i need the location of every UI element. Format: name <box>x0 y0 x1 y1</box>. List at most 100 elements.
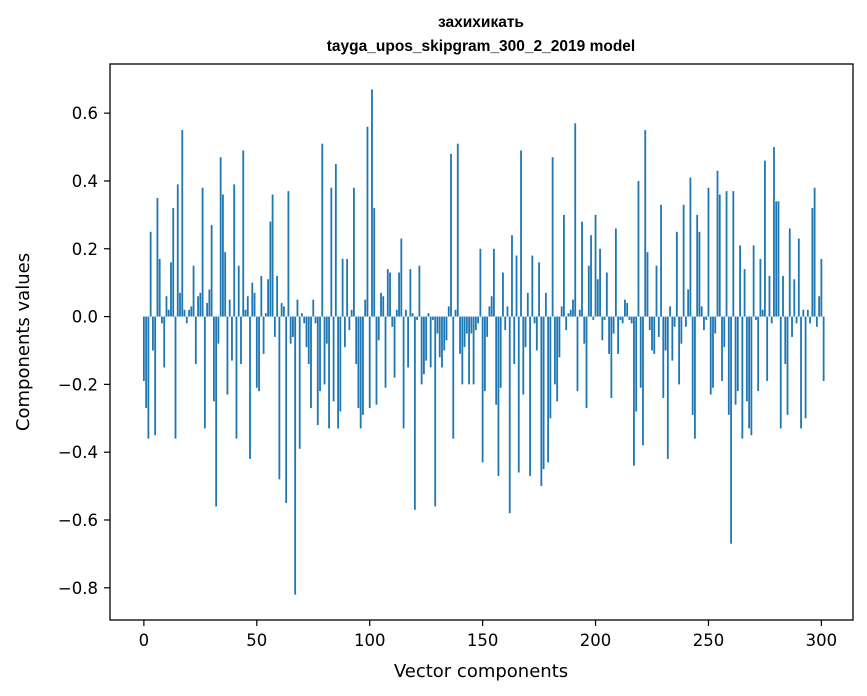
bar <box>802 309 805 317</box>
bar <box>486 316 489 337</box>
bar <box>251 282 254 317</box>
bar <box>734 316 737 405</box>
bar <box>644 130 647 317</box>
bar <box>599 248 601 317</box>
bar <box>587 265 590 317</box>
bar <box>402 316 405 429</box>
bar <box>741 316 744 439</box>
bar <box>517 316 520 473</box>
bar <box>777 201 780 317</box>
bar <box>669 306 671 317</box>
bar <box>718 194 721 317</box>
bar <box>590 235 592 317</box>
bar <box>343 316 346 348</box>
bar <box>642 316 644 446</box>
bar <box>775 201 778 317</box>
bar <box>298 316 301 449</box>
bar <box>242 150 245 317</box>
bar <box>353 187 355 317</box>
x-tick-label: 0 <box>139 631 150 650</box>
bar <box>425 316 428 361</box>
bar <box>569 309 572 317</box>
bar <box>506 306 509 317</box>
bar <box>255 316 258 388</box>
bar <box>761 309 764 317</box>
bar <box>346 258 349 317</box>
bar <box>312 299 315 317</box>
bar <box>694 316 696 439</box>
bar <box>495 316 498 405</box>
bar <box>520 150 522 317</box>
bar <box>373 208 376 317</box>
bar <box>463 316 466 348</box>
bar <box>276 275 279 317</box>
bar <box>624 299 626 317</box>
bar <box>310 316 312 409</box>
bar <box>445 316 448 341</box>
bar <box>244 309 247 317</box>
bar <box>219 157 222 317</box>
bar <box>357 316 360 409</box>
bar <box>626 303 629 317</box>
bar <box>592 316 595 320</box>
bar <box>282 306 285 317</box>
bar <box>222 194 224 317</box>
bar <box>712 316 714 388</box>
bar <box>544 292 547 317</box>
bar <box>583 316 586 344</box>
bar <box>441 316 443 368</box>
bar <box>208 289 211 317</box>
bar <box>727 316 730 415</box>
bar <box>210 225 213 317</box>
bar <box>409 269 412 317</box>
bar <box>418 265 421 317</box>
bar <box>235 316 238 439</box>
bar <box>260 275 263 317</box>
bar <box>524 316 527 348</box>
bar <box>142 316 145 381</box>
bar <box>152 316 154 351</box>
bar <box>565 316 568 331</box>
bar <box>287 191 290 317</box>
bar <box>538 262 540 317</box>
bar <box>319 316 321 392</box>
bar <box>185 316 188 324</box>
y-tick-label: 0.0 <box>72 308 98 327</box>
bar <box>163 316 166 368</box>
bar <box>269 221 272 317</box>
bar <box>224 252 227 317</box>
bar <box>149 231 152 317</box>
bar <box>429 316 432 368</box>
bar <box>330 187 333 317</box>
bar <box>359 316 362 429</box>
bar <box>614 228 617 317</box>
bar <box>499 316 502 388</box>
bar <box>764 160 766 317</box>
bar <box>145 316 148 409</box>
bar <box>646 252 649 317</box>
bar <box>423 316 425 375</box>
bar <box>508 316 511 514</box>
bar <box>547 316 550 463</box>
bar <box>560 306 563 317</box>
bar <box>639 316 642 388</box>
bar <box>332 316 335 402</box>
bar <box>294 316 297 595</box>
bar <box>754 316 757 320</box>
bar <box>533 316 536 324</box>
bar <box>653 316 656 354</box>
bar <box>779 316 782 429</box>
bar <box>619 316 622 320</box>
bar <box>707 187 710 317</box>
bar <box>472 316 475 385</box>
bar <box>739 245 741 317</box>
chart-subtitle: tayga_upos_skipgram_300_2_2019 model <box>327 38 635 55</box>
bar <box>206 303 209 317</box>
bar <box>698 231 701 317</box>
bar <box>323 316 326 385</box>
bar <box>675 231 678 317</box>
bar <box>797 238 800 317</box>
bar <box>382 296 385 317</box>
bar <box>574 123 577 317</box>
bar <box>470 316 473 334</box>
